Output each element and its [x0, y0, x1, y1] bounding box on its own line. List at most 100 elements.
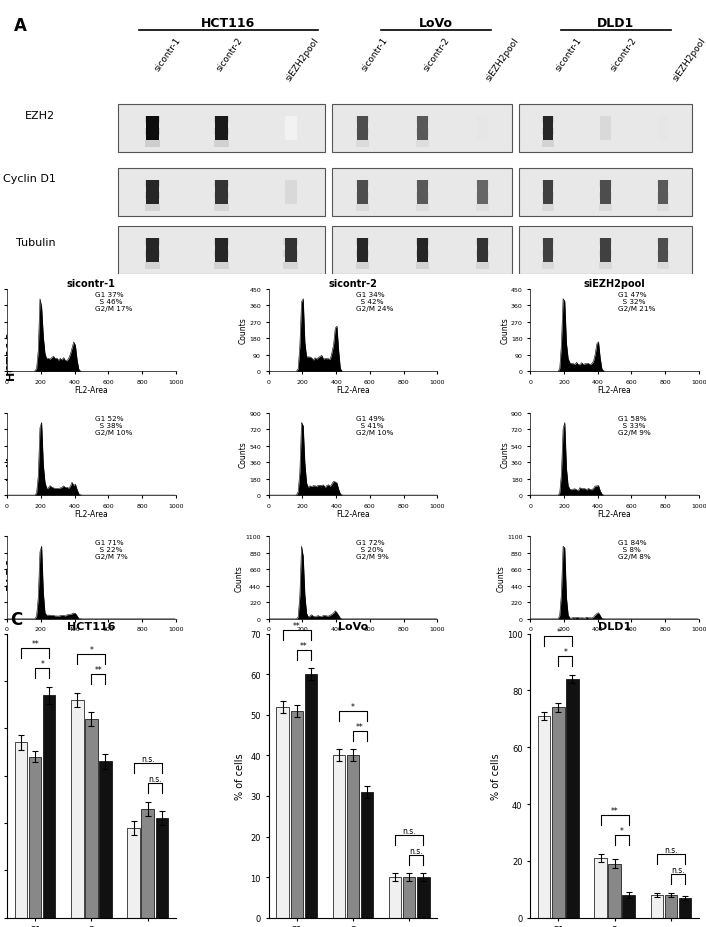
Text: **: ** [293, 621, 301, 630]
Y-axis label: % of cells: % of cells [235, 753, 245, 799]
Text: siEZH2pool: siEZH2pool [284, 36, 321, 83]
Text: sicontr-2: sicontr-2 [422, 36, 452, 73]
Text: DLD1: DLD1 [6, 556, 16, 590]
Bar [214, 117, 229, 124]
Bar [145, 129, 160, 136]
Text: G1 71%
  S 22%
G2/M 7%: G1 71% S 22% G2/M 7% [95, 540, 128, 559]
Text: *: * [563, 648, 568, 656]
Text: sicontr-2: sicontr-2 [609, 36, 639, 73]
Bar [600, 181, 611, 205]
Bar [214, 193, 229, 199]
Bar [542, 239, 554, 247]
Text: Tubulin: Tubulin [16, 238, 56, 248]
Bar [600, 117, 611, 141]
Text: **: ** [611, 806, 618, 816]
Bar [417, 877, 429, 918]
Text: sicontr-1: sicontr-1 [554, 36, 584, 73]
Bar [542, 193, 554, 199]
Bar [214, 239, 229, 247]
Bar [145, 239, 160, 247]
Bar [650, 895, 663, 918]
Bar [658, 181, 669, 205]
Bar [519, 227, 692, 274]
Bar [283, 239, 298, 247]
Bar [543, 117, 553, 141]
Bar [146, 181, 159, 205]
Bar [291, 711, 303, 918]
Text: **: ** [300, 641, 308, 650]
Text: n.s.: n.s. [664, 845, 678, 855]
Title: HCT116: HCT116 [67, 622, 116, 631]
Bar [657, 251, 669, 258]
Text: siEZH2pool: siEZH2pool [484, 36, 521, 83]
Text: G1 72%
  S 20%
G2/M 9%: G1 72% S 20% G2/M 9% [357, 540, 389, 559]
Bar [566, 679, 578, 918]
Bar [658, 239, 669, 263]
Title: siEZH2pool: siEZH2pool [584, 279, 645, 288]
Bar [356, 181, 369, 188]
Bar [477, 117, 488, 141]
Text: LoVo: LoVo [419, 18, 453, 31]
Bar [417, 239, 428, 263]
Text: B: B [11, 293, 23, 311]
Bar [146, 239, 159, 263]
Bar [283, 251, 298, 258]
Bar [476, 205, 489, 211]
Bar [43, 695, 56, 918]
Text: **: ** [356, 722, 364, 731]
Text: DLD1: DLD1 [597, 18, 635, 31]
Bar [285, 239, 297, 263]
Bar [145, 251, 160, 258]
Bar [285, 181, 297, 205]
Bar [678, 898, 691, 918]
Text: siEZH2pool: siEZH2pool [671, 36, 706, 83]
Bar [599, 251, 612, 258]
Bar [215, 117, 228, 141]
Y-axis label: Counts: Counts [501, 317, 509, 344]
Bar [128, 828, 140, 918]
Text: A: A [14, 18, 27, 35]
Title: DLD1: DLD1 [598, 622, 631, 631]
X-axis label: FL2-Area: FL2-Area [598, 633, 631, 642]
Bar [356, 193, 369, 199]
Text: G1 49%
  S 41%
G2/M 10%: G1 49% S 41% G2/M 10% [357, 415, 394, 436]
Bar [356, 117, 369, 124]
Bar [357, 181, 368, 205]
Bar [283, 263, 298, 270]
Bar [214, 129, 229, 136]
Bar [664, 895, 677, 918]
Bar [214, 251, 229, 258]
Bar [145, 193, 160, 199]
Bar [361, 792, 373, 918]
Bar [416, 251, 429, 258]
Text: G1 34%
  S 42%
G2/M 24%: G1 34% S 42% G2/M 24% [357, 292, 394, 312]
Bar [657, 205, 669, 211]
Bar [416, 117, 429, 124]
Bar [519, 169, 692, 216]
Bar [100, 762, 112, 918]
Bar [15, 743, 28, 918]
Y-axis label: Counts: Counts [501, 441, 509, 468]
X-axis label: FL2-Area: FL2-Area [75, 510, 108, 518]
Bar [416, 239, 429, 247]
Bar [357, 117, 368, 141]
Bar [552, 707, 565, 918]
Bar [333, 105, 512, 153]
Bar [403, 877, 415, 918]
Bar [155, 819, 168, 918]
Bar [118, 169, 325, 216]
X-axis label: FL2-Area: FL2-Area [75, 633, 108, 642]
Bar [416, 193, 429, 199]
Text: G1 47%
  S 32%
G2/M 21%: G1 47% S 32% G2/M 21% [618, 292, 655, 312]
Text: sicontr-1: sicontr-1 [152, 36, 182, 73]
Bar [657, 181, 669, 188]
Text: *: * [90, 646, 93, 654]
X-axis label: FL2-Area: FL2-Area [336, 510, 370, 518]
Text: **: ** [31, 640, 39, 649]
Bar [417, 117, 428, 141]
Title: sicontr-2: sicontr-2 [328, 279, 378, 288]
Bar [476, 263, 489, 270]
Text: HCT116: HCT116 [201, 18, 256, 31]
Text: sicontr-1: sicontr-1 [360, 36, 390, 73]
Text: LoVo: LoVo [6, 449, 16, 479]
